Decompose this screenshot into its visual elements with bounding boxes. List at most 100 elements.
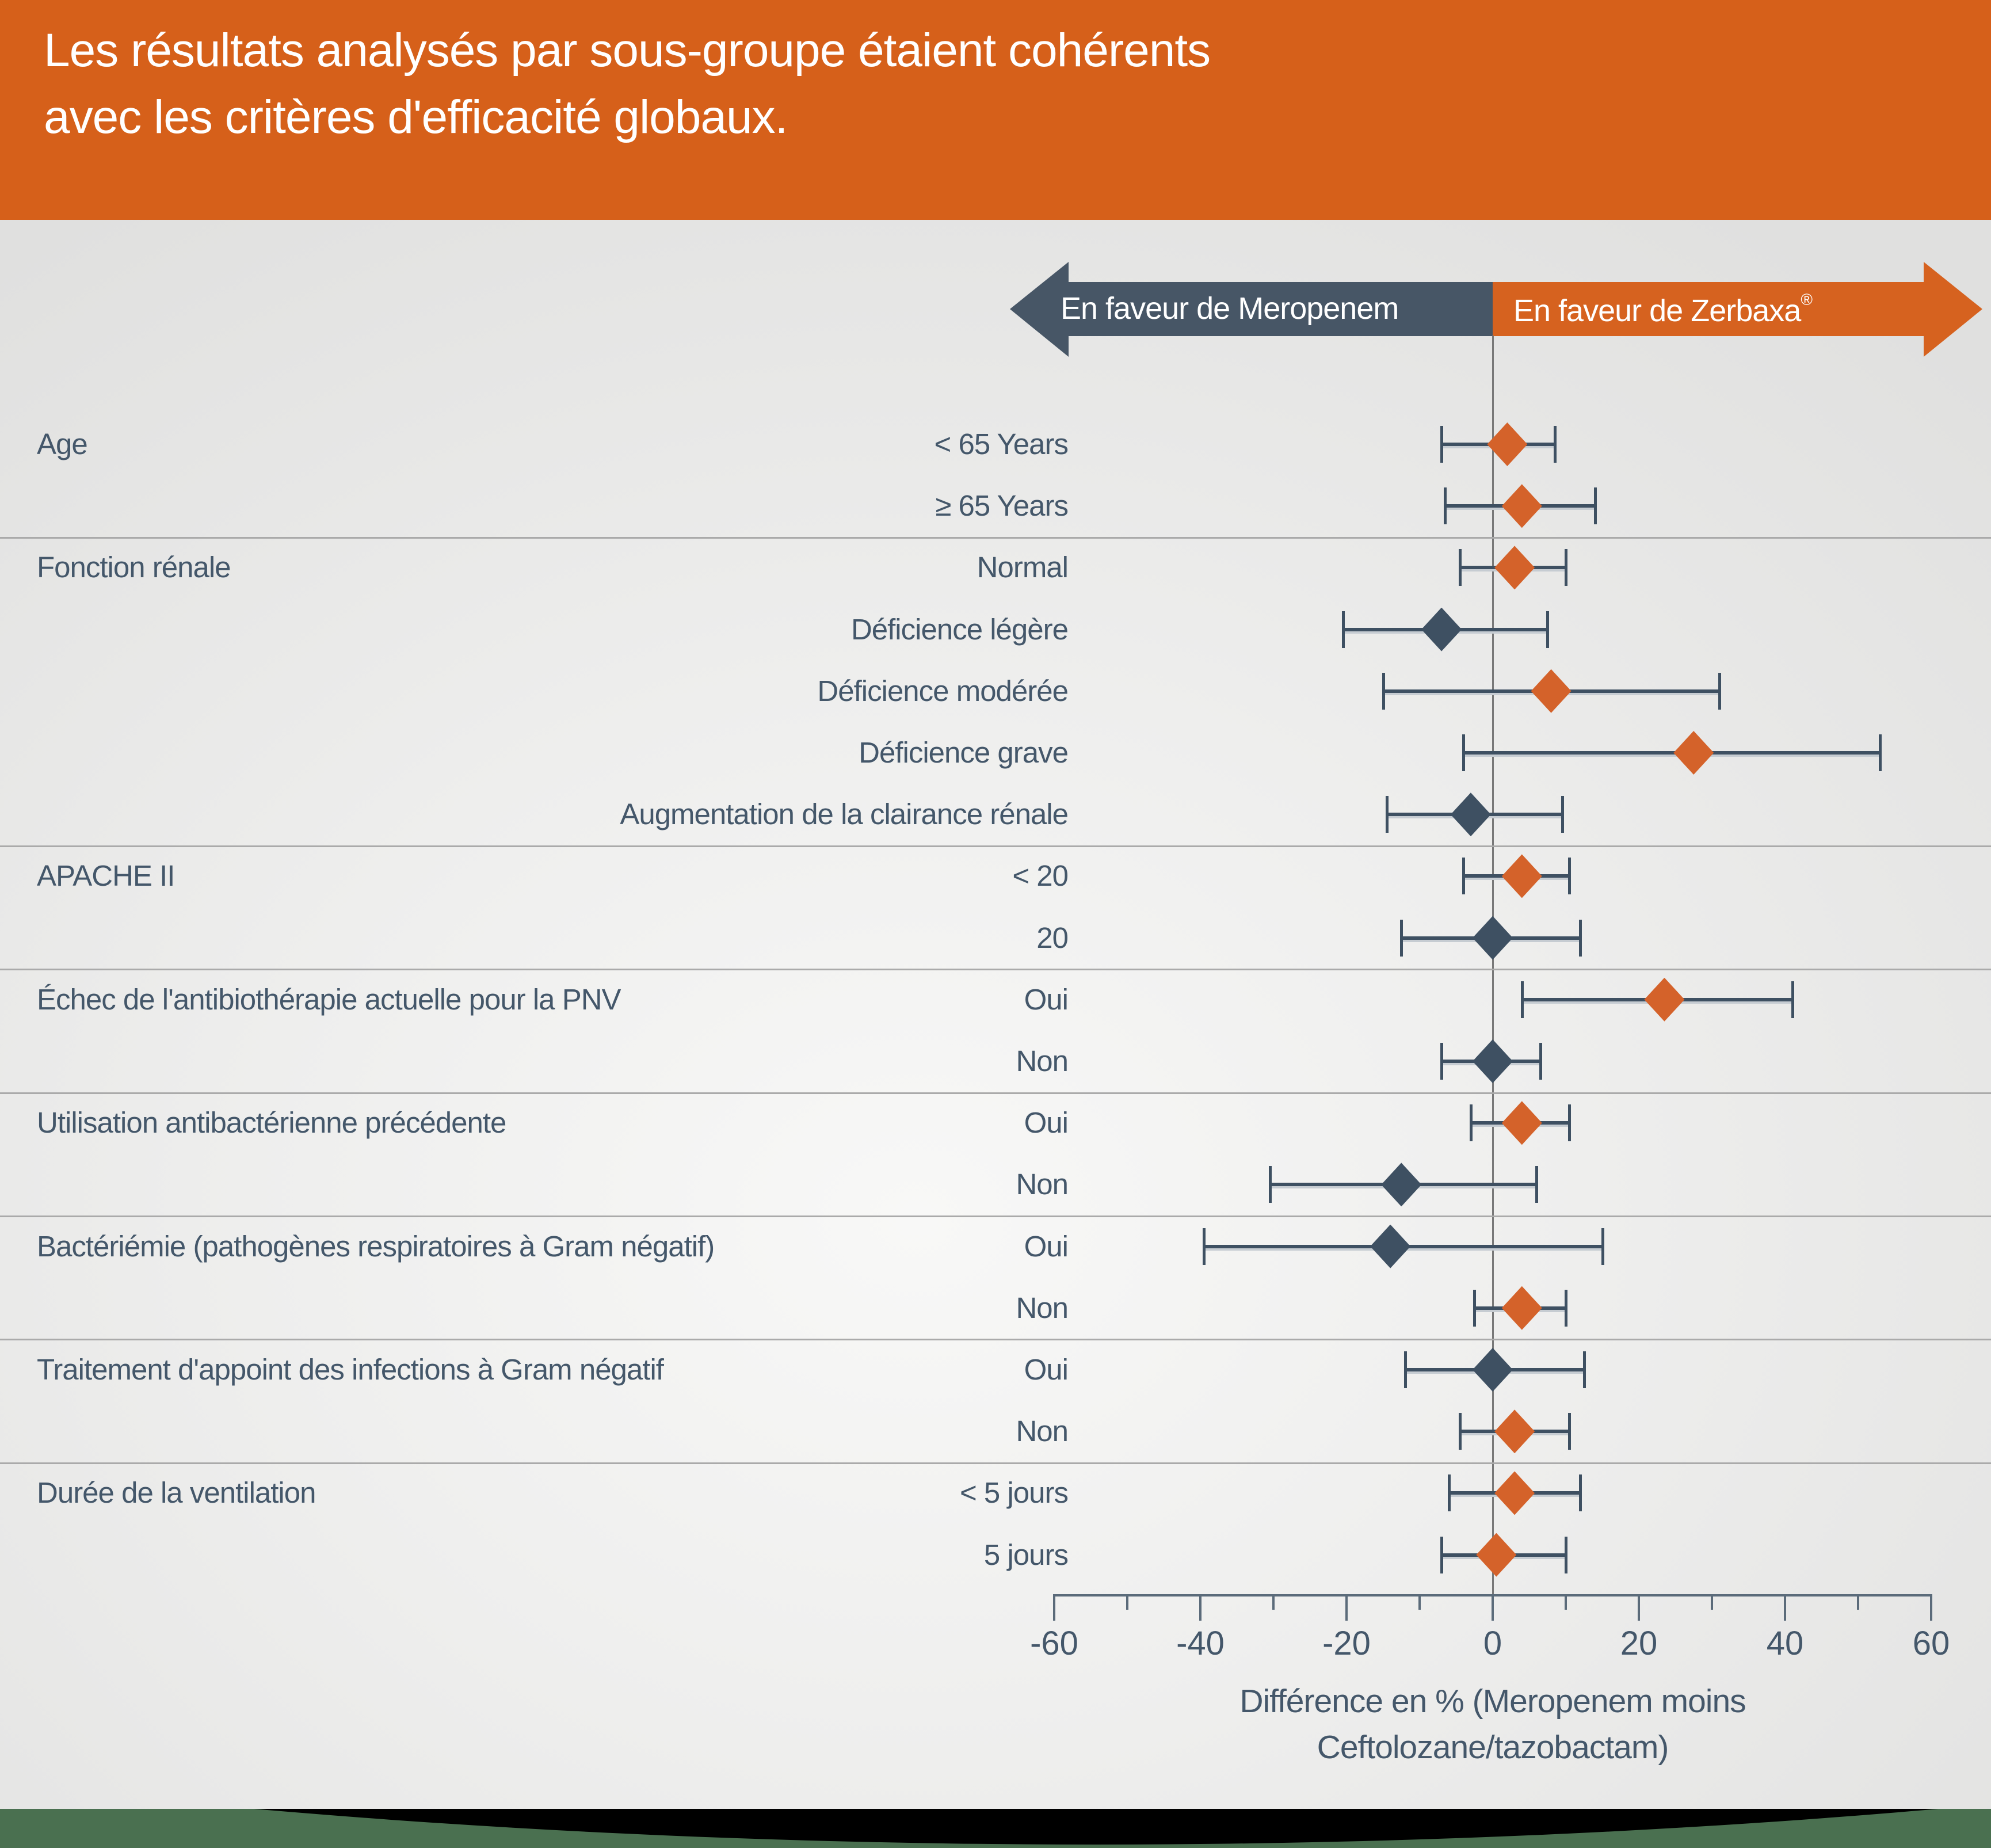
group-separator: [0, 1339, 1991, 1341]
x-axis-major-tick: [1492, 1594, 1494, 1621]
x-axis-tick-label: -20: [1322, 1625, 1371, 1662]
subgroup-label: Augmentation de la clairance rénale: [620, 798, 1069, 831]
subgroup-label: Oui: [1024, 1106, 1069, 1140]
favors-zerbaxa-arrow: En faveur de Zerbaxa®: [1493, 262, 1982, 357]
favors-meropenem-label: En faveur de Meropenem: [1061, 291, 1399, 326]
ci-lower-cap: [1440, 426, 1444, 463]
ci-upper-cap: [1561, 796, 1564, 833]
ci-lower-cap: [1203, 1228, 1206, 1265]
ci-lower-cap: [1520, 981, 1524, 1018]
point-estimate-diamond: [1381, 1163, 1422, 1207]
group-separator: [0, 1462, 1991, 1464]
subgroup-label: Déficience légère: [850, 612, 1069, 646]
point-estimate-diamond: [1673, 731, 1714, 775]
point-estimate-diamond: [1421, 607, 1462, 651]
group-label: APACHE II: [37, 859, 175, 893]
ci-lower-cap: [1462, 858, 1466, 895]
subgroup-label: < 65 Years: [934, 428, 1069, 460]
ci-lower-cap: [1458, 1413, 1462, 1450]
favors-meropenem-arrow: En faveur de Meropenem: [1010, 262, 1493, 357]
ci-upper-cap: [1582, 1351, 1586, 1388]
group-label: Échec de l'antibiothérapie actuelle pour…: [37, 982, 621, 1016]
ci-upper-cap: [1568, 1104, 1572, 1142]
registered-mark: ®: [1801, 291, 1813, 308]
x-axis-tick-label: 40: [1766, 1625, 1804, 1662]
ci-upper-cap: [1879, 734, 1882, 771]
ci-lower-cap: [1382, 672, 1385, 710]
ci-upper-cap: [1535, 1166, 1539, 1203]
ci-upper-cap: [1539, 1043, 1542, 1080]
ci-lower-cap: [1462, 734, 1466, 771]
ci-upper-cap: [1601, 1228, 1604, 1265]
ci-lower-cap: [1440, 1536, 1444, 1573]
subgroup-label: Déficience modérée: [817, 674, 1069, 707]
slide-title-line1: Les résultats analysés par sous-groupe é…: [44, 24, 1211, 77]
ci-lower-cap: [1447, 1474, 1451, 1512]
ci-lower-cap: [1458, 549, 1462, 586]
confidence-interval-bar: [1463, 751, 1881, 757]
bottom-decoration-band: [0, 1809, 1991, 1848]
ci-lower-cap: [1473, 1289, 1477, 1327]
subgroup-label: 20: [1036, 921, 1069, 954]
group-separator: [0, 1216, 1991, 1217]
x-axis-tick-label: 60: [1912, 1625, 1950, 1662]
ci-lower-cap: [1403, 1351, 1407, 1388]
x-axis-tick-label: -40: [1176, 1625, 1225, 1662]
ci-upper-cap: [1546, 611, 1550, 648]
subgroup-label: Non: [1016, 1415, 1069, 1448]
x-axis-minor-tick: [1711, 1594, 1713, 1610]
group-label: Bactériémie (pathogènes respiratoires à …: [37, 1229, 715, 1263]
ci-lower-cap: [1440, 1043, 1444, 1080]
point-estimate-diamond: [1501, 484, 1542, 528]
point-estimate-diamond: [1473, 1348, 1513, 1392]
subgroup-label: < 5 jours: [959, 1476, 1069, 1510]
slide-title: Les résultats analysés par sous-groupe é…: [44, 17, 1211, 151]
subgroup-label: Non: [1016, 1168, 1069, 1201]
subgroup-label: Non: [1016, 1291, 1069, 1324]
ci-lower-cap: [1268, 1166, 1272, 1203]
x-axis-tick-label: 0: [1483, 1625, 1502, 1662]
subgroup-label: Non: [1016, 1045, 1069, 1077]
point-estimate-diamond: [1644, 977, 1685, 1022]
ci-upper-cap: [1568, 1413, 1572, 1450]
x-axis-minor-tick: [1272, 1594, 1275, 1610]
point-estimate-diamond: [1370, 1224, 1411, 1268]
x-axis-major-tick: [1784, 1594, 1786, 1621]
slide-title-line2: avec les critères d'efficacité globaux.: [44, 91, 788, 143]
x-axis-minor-tick: [1565, 1594, 1567, 1610]
x-axis-major-tick: [1345, 1594, 1348, 1621]
group-separator: [0, 845, 1991, 847]
ci-lower-cap: [1385, 796, 1389, 833]
x-axis-caption-line2: Ceftolozane/tazobactam): [1317, 1729, 1669, 1766]
group-separator: [0, 1092, 1991, 1094]
subgroup-label: Oui: [1024, 1353, 1069, 1386]
x-axis-major-tick: [1199, 1594, 1202, 1621]
group-label: Age: [37, 428, 88, 460]
group-label: Traitement d'appoint des infections à Gr…: [37, 1353, 664, 1386]
ci-upper-cap: [1568, 858, 1572, 895]
x-axis-major-tick: [1638, 1594, 1640, 1621]
x-axis-minor-tick: [1126, 1594, 1128, 1610]
zero-reference-line: [1492, 336, 1494, 1594]
ci-upper-cap: [1579, 1474, 1582, 1512]
subgroup-label: < 20: [1012, 859, 1069, 893]
ci-upper-cap: [1565, 1289, 1567, 1327]
favors-zerbaxa-label: En faveur de Zerbaxa®: [1513, 291, 1813, 328]
point-estimate-diamond: [1494, 1471, 1535, 1515]
group-separator: [0, 969, 1991, 971]
ci-upper-cap: [1791, 981, 1794, 1018]
x-axis-minor-tick: [1418, 1594, 1421, 1610]
point-estimate-diamond: [1501, 854, 1542, 898]
ci-upper-cap: [1718, 672, 1721, 710]
point-estimate-diamond: [1473, 916, 1513, 960]
subgroup-label: Oui: [1024, 1229, 1069, 1263]
point-estimate-diamond: [1501, 1101, 1542, 1145]
point-estimate-diamond: [1476, 1533, 1517, 1577]
group-label: Fonction rénale: [37, 551, 231, 584]
x-axis-caption-line1: Différence en % (Meropenem moins: [1239, 1683, 1746, 1720]
point-estimate-diamond: [1501, 1286, 1542, 1330]
subgroup-label: Normal: [977, 551, 1069, 584]
group-label: Durée de la ventilation: [37, 1476, 316, 1510]
title-banner: Les résultats analysés par sous-groupe é…: [0, 0, 1991, 220]
